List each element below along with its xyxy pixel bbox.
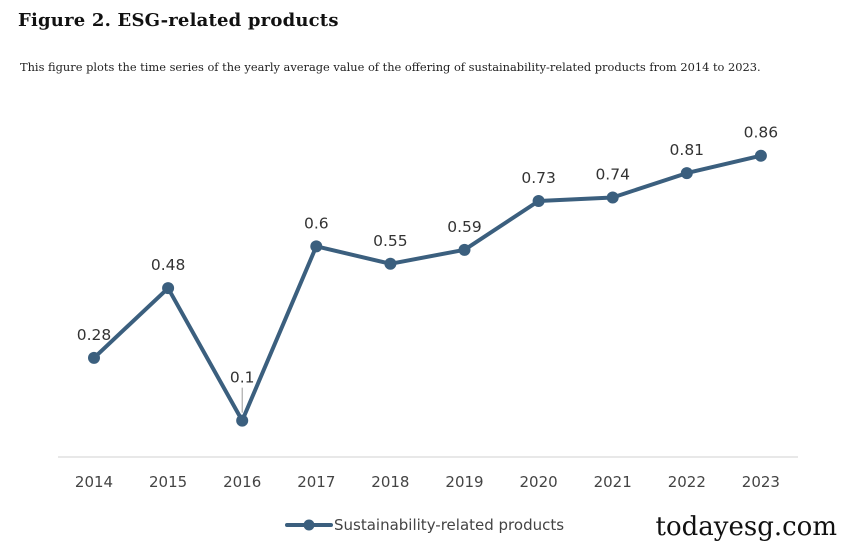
watermark: todayesg.com — [651, 512, 841, 542]
data-point-2020 — [532, 195, 545, 208]
x-tick-label-2020: 2020 — [520, 473, 558, 491]
data-point-2014 — [88, 351, 100, 364]
data-label-2021: 0.74 — [595, 166, 630, 184]
data-label-2023: 0.86 — [744, 124, 779, 142]
x-tick-label-2017: 2017 — [297, 473, 335, 491]
legend: Sustainability-related products — [285, 516, 564, 534]
x-tick-label-2015: 2015 — [149, 473, 187, 491]
data-point-2019 — [458, 243, 471, 256]
legend-label: Sustainability-related products — [334, 516, 564, 534]
data-label-2022: 0.81 — [670, 141, 705, 159]
data-label-2018: 0.55 — [373, 232, 408, 250]
data-label-2014: 0.28 — [77, 326, 112, 344]
series-line — [92, 153, 763, 423]
figure-title: Figure 2. ESG-related products — [18, 10, 339, 31]
data-point-2021 — [606, 191, 619, 204]
x-tick-label-2022: 2022 — [668, 473, 706, 491]
data-point-2018 — [384, 257, 397, 270]
x-tick-label-2016: 2016 — [223, 473, 261, 491]
data-label-2017: 0.6 — [304, 214, 329, 232]
data-point-2015 — [162, 282, 175, 295]
data-point-2017 — [310, 240, 323, 253]
data-label-2019: 0.59 — [447, 218, 482, 236]
data-label-2016: 0.1 — [230, 369, 255, 387]
x-tick-label-2018: 2018 — [371, 473, 409, 491]
data-point-2023 — [754, 149, 767, 162]
legend-swatch-marker — [303, 519, 315, 531]
data-point-2016 — [236, 414, 249, 427]
data-label-2020: 0.73 — [521, 169, 556, 187]
x-tick-label-2021: 2021 — [594, 473, 632, 491]
x-tick-label-2014: 2014 — [75, 473, 113, 491]
data-point-2022 — [680, 167, 693, 180]
data-label-2015: 0.48 — [151, 256, 186, 274]
x-tick-label-2019: 2019 — [445, 473, 483, 491]
figure-caption: This figure plots the time series of the… — [20, 60, 761, 74]
x-tick-label-2023: 2023 — [742, 473, 780, 491]
